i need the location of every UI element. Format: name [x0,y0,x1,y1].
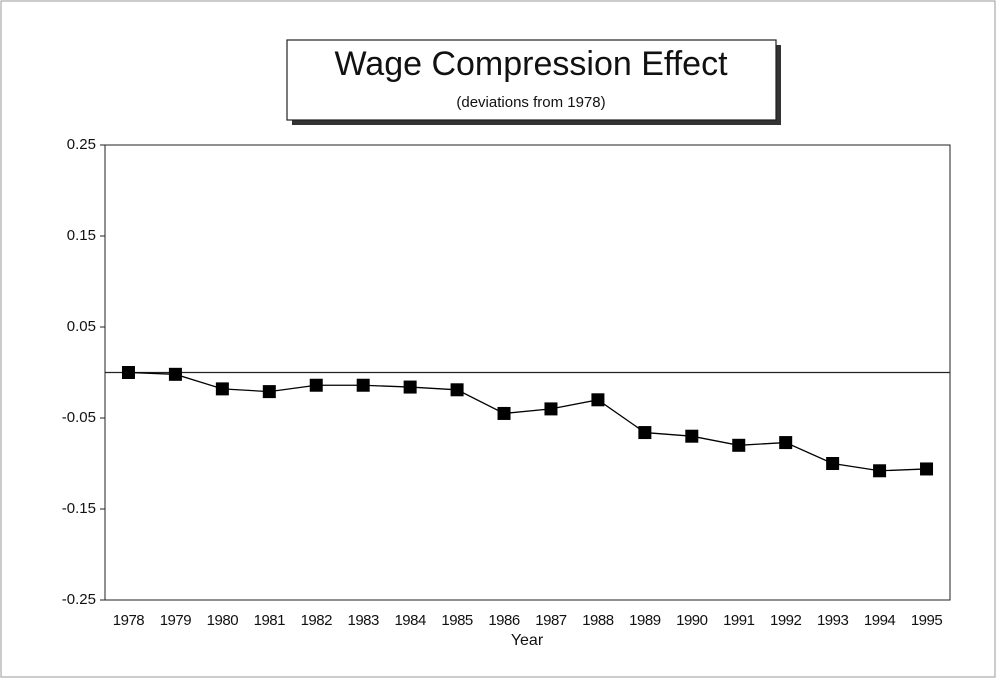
x-tick-label: 1982 [301,612,333,629]
x-tick-label: 1990 [676,612,708,629]
title-box [286,39,777,121]
x-tick-label: 1978 [113,612,145,629]
x-tick-label: 1980 [207,612,239,629]
chart-title: Wage Compression Effect [334,45,728,83]
marker [873,464,887,478]
x-tick-label: 1991 [723,612,755,629]
marker [544,402,558,416]
x-tick-label: 1983 [348,612,380,629]
marker [168,367,182,381]
marker [779,436,793,450]
marker [356,378,370,392]
marker [685,429,699,443]
marker [309,378,323,392]
x-tick-label: 1988 [582,612,614,629]
x-tick-label: 1994 [864,612,896,629]
x-tick-label: 1987 [535,612,567,629]
x-tick-label: 1981 [254,612,286,629]
x-tick-label: 1986 [488,612,520,629]
data-line [128,371,927,472]
y-tick-label: 0.05 [67,318,96,335]
y-tick-label: -0.25 [62,591,96,608]
y-tick-label: 0.25 [67,136,96,153]
x-tick-label: 1993 [817,612,849,629]
marker [262,385,276,399]
marker [450,383,464,397]
x-tick-label: 1984 [394,612,426,629]
marker [638,426,652,440]
x-tick-label: 1989 [629,612,661,629]
marker [121,366,135,379]
x-tick-label: 1985 [441,612,473,629]
x-tick-label: 1995 [911,612,943,629]
marker [920,462,934,476]
marker [403,380,417,394]
chart-subtitle: (deviations from 1978) [456,94,605,111]
marker [732,438,746,452]
y-tick-label: 0.15 [67,227,96,244]
marker [497,406,511,420]
y-tick-label: -0.15 [62,500,96,517]
marker [826,457,840,470]
y-tick-label: -0.05 [62,409,96,426]
marker [591,393,605,407]
x-axis-label: Year [511,632,544,649]
x-tick-label: 1979 [160,612,192,629]
marker [215,382,229,396]
x-tick-label: 1992 [770,612,802,629]
